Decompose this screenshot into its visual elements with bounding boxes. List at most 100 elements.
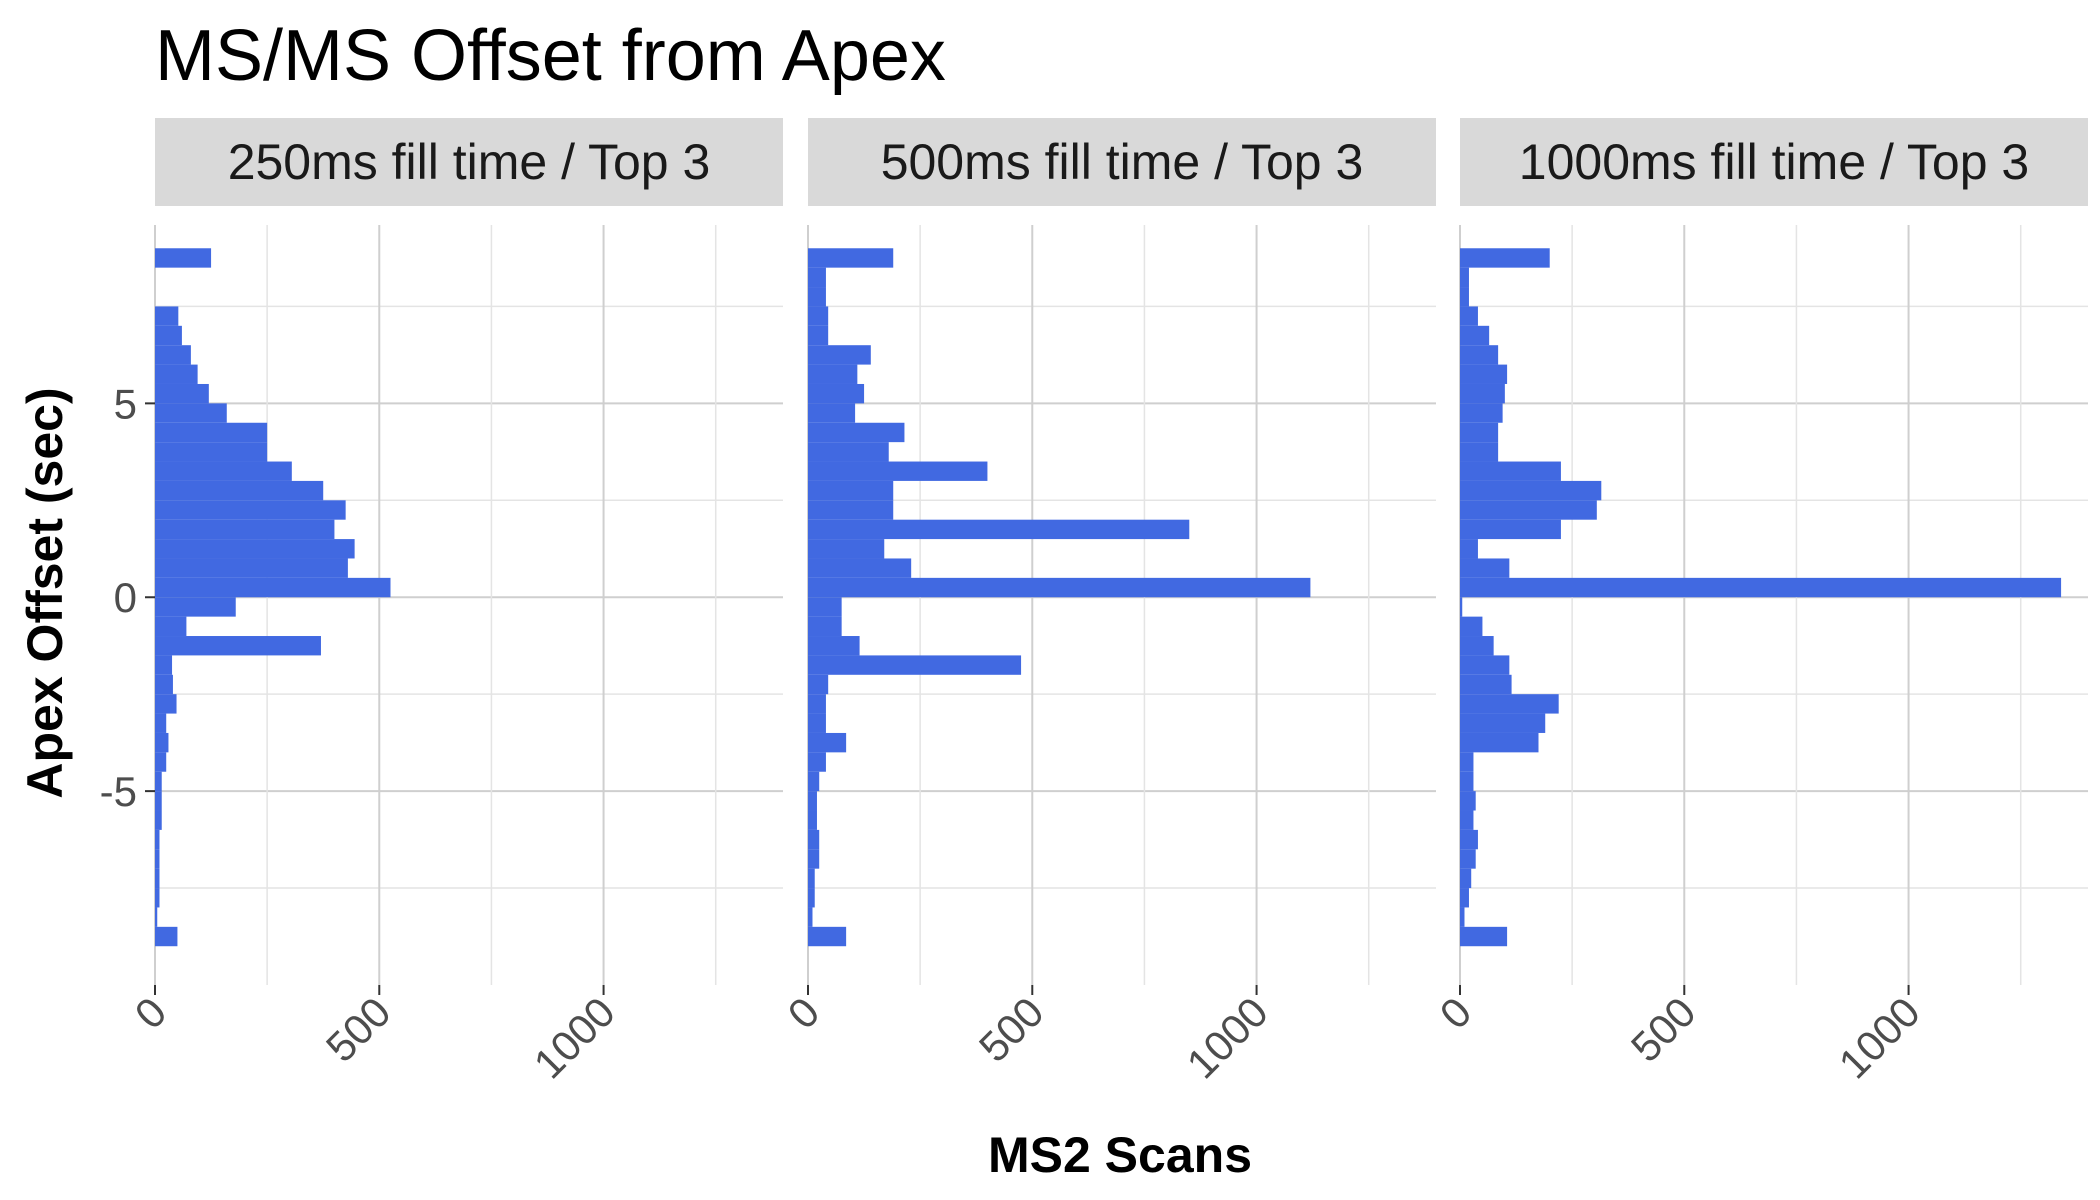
gridlines	[154, 225, 783, 985]
histogram-bar	[155, 442, 268, 462]
y-tick-label: 0	[114, 574, 137, 621]
chart-title: MS/MS Offset from Apex	[155, 16, 946, 96]
histogram-bar	[808, 616, 842, 637]
x-tick-label: 1000	[1178, 988, 1277, 1087]
histogram-bar	[155, 383, 209, 404]
histogram-bar	[155, 558, 348, 578]
histogram-bar	[1460, 442, 1499, 462]
histogram-bar	[1460, 636, 1494, 656]
histogram-bar	[808, 248, 894, 268]
histogram-bar	[1460, 364, 1508, 384]
histogram-bar	[155, 907, 158, 927]
histogram-bar	[808, 383, 865, 404]
x-axis-ticks: 0 500 1000	[1431, 985, 1929, 1087]
histogram-bar	[155, 829, 160, 850]
histogram-bar	[808, 325, 829, 346]
histogram-bar	[1460, 383, 1505, 404]
histogram-bar	[1460, 267, 1469, 288]
facet-panel: 500ms fill time / Top 3 0 500 1000	[779, 118, 1436, 1087]
histogram-bar	[808, 558, 912, 578]
histogram-bar	[1460, 732, 1539, 753]
facet-strip	[155, 118, 783, 206]
histogram-bar	[1460, 248, 1550, 268]
histogram-bar	[1460, 325, 1490, 346]
histogram-bar	[155, 248, 212, 268]
y-tick-label: -5	[100, 768, 137, 815]
histogram-bar	[155, 422, 268, 443]
bars	[1460, 248, 2062, 947]
x-tick-label: 1000	[1830, 988, 1929, 1087]
histogram-bar	[1460, 345, 1499, 365]
histogram-bar	[808, 868, 815, 889]
histogram-bar	[808, 655, 1022, 675]
histogram-bar	[155, 694, 177, 714]
histogram-bar	[155, 306, 179, 326]
x-tick-label: 0	[779, 988, 829, 1038]
histogram-bar	[155, 810, 162, 830]
histogram-bar	[1460, 597, 1463, 617]
facet-strip	[1460, 118, 2088, 206]
histogram-bar	[808, 810, 817, 830]
histogram-bar	[1460, 674, 1512, 695]
histogram-bar	[155, 655, 173, 675]
histogram-bar	[808, 926, 847, 947]
histogram-bar	[155, 539, 355, 559]
histogram-bar	[1460, 461, 1561, 481]
histogram-bar	[1460, 752, 1474, 772]
histogram-bar	[155, 713, 167, 733]
histogram-bar	[1460, 888, 1469, 908]
histogram-bar	[1460, 810, 1474, 830]
histogram-bar	[155, 325, 182, 346]
histogram-bar	[808, 539, 885, 559]
histogram-bar	[155, 577, 391, 598]
histogram-bar	[808, 267, 826, 288]
histogram-bar	[155, 519, 335, 540]
histogram-bar	[808, 461, 988, 481]
histogram-bar	[808, 306, 829, 326]
histogram-bar	[1460, 422, 1499, 443]
histogram-bar	[155, 636, 321, 656]
histogram-bar	[155, 868, 160, 889]
histogram-bar	[155, 849, 160, 869]
histogram-bar	[155, 364, 198, 384]
histogram-bar	[1460, 558, 1510, 578]
y-axis-title: Apex Offset (sec)	[17, 387, 73, 798]
histogram-bar	[1460, 403, 1503, 423]
histogram-bar	[1460, 849, 1476, 869]
x-tick-label: 0	[1431, 988, 1481, 1038]
facet-strip	[808, 118, 1436, 206]
histogram-bar	[808, 500, 894, 520]
histogram-bar	[1460, 616, 1483, 637]
facet-strip-label: 500ms fill time / Top 3	[881, 134, 1364, 190]
histogram-bar	[808, 888, 815, 908]
histogram-bar	[808, 713, 826, 733]
histogram-bar	[1460, 577, 2062, 598]
y-tick-label: 5	[114, 380, 137, 427]
histogram-bar	[1460, 771, 1474, 792]
histogram-bar	[155, 345, 191, 365]
histogram-bar	[155, 752, 167, 772]
gridlines	[1459, 225, 2088, 985]
histogram-bar	[1460, 306, 1478, 326]
facet-strip-label: 1000ms fill time / Top 3	[1519, 134, 2029, 190]
x-tick-label: 1000	[525, 988, 624, 1087]
histogram-bar	[808, 849, 820, 869]
facet-panel: 1000ms fill time / Top 3 0 500 1000	[1431, 118, 2088, 1087]
histogram-bar	[155, 732, 169, 753]
histogram-bar	[155, 403, 227, 423]
histogram-bar	[808, 480, 894, 501]
x-tick-label: 0	[126, 988, 176, 1038]
histogram-bar	[808, 597, 842, 617]
histogram-bar	[1460, 907, 1465, 927]
histogram-bar	[808, 519, 1190, 540]
x-axis-ticks: 0 500 1000	[126, 985, 624, 1087]
histogram-bar	[808, 732, 847, 753]
histogram-bar	[1460, 539, 1478, 559]
histogram-bar	[808, 771, 820, 792]
histogram-bar	[808, 829, 820, 850]
x-axis-title: MS2 Scans	[988, 1127, 1252, 1183]
histogram-bar	[155, 480, 324, 501]
histogram-bar	[1460, 500, 1597, 520]
histogram-bar	[808, 791, 817, 811]
histogram-bar	[808, 422, 905, 443]
